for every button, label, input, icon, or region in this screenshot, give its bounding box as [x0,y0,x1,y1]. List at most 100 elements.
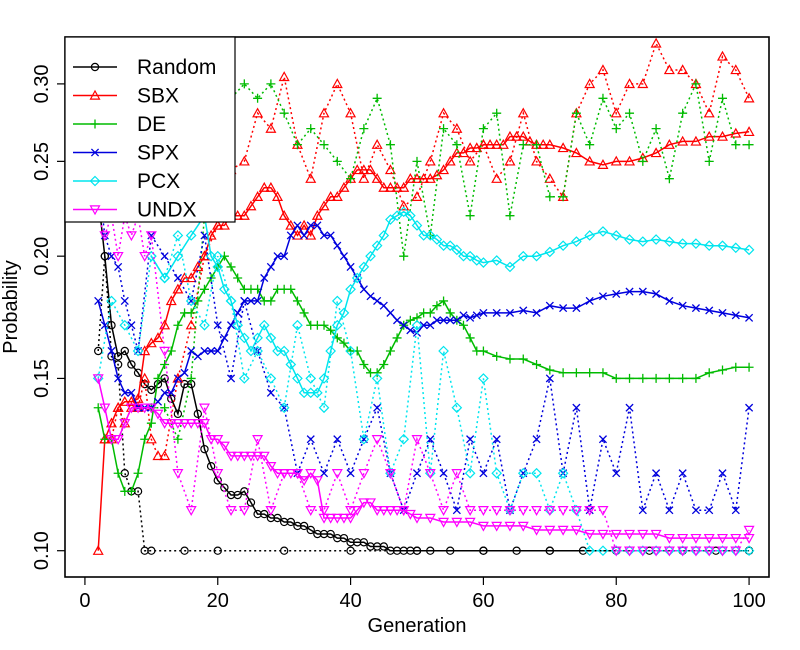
series-undx-point [358,469,370,479]
series-undx-point [677,546,689,557]
series-undx-point [597,529,609,540]
series-random-point [412,546,422,555]
series-pcx-point [451,244,463,256]
series-de-point [385,346,395,356]
series-de-point [625,373,635,383]
series-sbx-point [504,155,516,166]
series-spx-point [266,388,275,397]
series-sbx-point [331,78,343,89]
series-spx-point [419,321,428,330]
series-spx-point [705,306,714,315]
series-undx-point [139,403,151,414]
series-random-point [147,546,156,555]
series-random-point [180,546,189,555]
legend-box [64,36,236,223]
series-undx-point [212,435,224,445]
series-spx-point [678,301,687,310]
series-spx-point [545,374,554,383]
series-random-point [233,490,242,500]
series-pcx-point [365,250,376,262]
series-undx-point [185,418,197,429]
series-undx-point [491,506,503,516]
series-undx-point [345,506,357,516]
x-tick-label: 40 [339,590,361,612]
series-sbx-point [411,172,423,183]
series-spx-point [745,403,754,412]
series-spx-point [173,273,182,283]
series-spx-point [479,308,488,317]
series-spx-point [399,321,408,330]
series-pcx-point [584,545,596,557]
series-sbx-point [504,130,516,141]
series-pcx-point [398,433,410,445]
series-undx-point [411,513,423,524]
series-undx-point [371,435,383,445]
series-undx-point [159,346,171,357]
series-undx-point [165,418,177,429]
series-undx-dotted-line [97,215,750,552]
series-de-point [352,346,362,356]
series-sbx-point [218,219,230,230]
series-spx-point [240,296,249,306]
series-pcx-point [398,206,410,218]
series-sbx-point [451,147,463,158]
series-undx-point [663,533,675,544]
series-sbx-point [152,332,164,343]
series-spx-point [412,469,422,478]
series-undx-point [291,469,303,479]
series-de-point [126,486,136,496]
series-de-point [731,140,741,150]
series-undx-point [272,469,284,479]
series-undx-point [424,469,436,479]
series-sbx-point [298,219,310,230]
series-spx-point [333,435,342,444]
series-undx-point [298,476,310,487]
series-de-point [718,365,728,375]
series-sbx-point [172,372,184,383]
series-de-point [598,93,608,103]
series-de-point [385,140,395,150]
series-sbx-point [371,138,383,149]
series-spx-point [459,311,468,320]
series-sbx-point [404,172,416,183]
series-sbx-point [358,172,370,183]
series-undx-point [198,418,210,429]
series-pcx-point [132,345,144,357]
series-spx-point [691,304,701,313]
series-undx-point [477,506,489,516]
series-pcx-point [338,307,350,319]
series-undx-point [159,418,171,429]
series-spx-point [167,388,176,397]
series-sbx-point [663,138,675,149]
series-pcx-point [517,250,529,262]
series-random-point [744,546,754,555]
series-sbx-point [245,200,257,211]
series-de-point [226,262,236,272]
series-sbx-point [624,155,636,166]
series-spx-point [406,326,415,335]
series-pcx-point [225,295,237,307]
series-pcx-point [571,236,582,247]
series-pcx-point [610,230,622,241]
series-undx-point [225,506,237,516]
series-de-point [146,418,156,428]
series-random-point [260,509,269,519]
y-axis: 0.10 0.15 0.20 0.25 0.30 [31,64,65,570]
series-pcx-point [411,319,423,331]
y-tick-label: 0.15 [31,359,53,398]
series-undx-point [172,418,184,429]
series-de-point [399,251,409,261]
series-undx-solid-line [97,378,750,539]
series-spx-point [532,308,541,317]
series-random-point [279,546,289,555]
series-undx-point [544,506,556,516]
series-spx-dotted-line [97,178,750,514]
series-sbx-point [610,107,622,118]
series-undx-point [351,506,363,516]
series-sbx-point [378,181,390,192]
series-de-point [718,93,728,103]
series-undx-point [504,521,516,532]
series-de-point [359,124,369,134]
series-spx-point [731,506,740,515]
series-sbx-point [252,191,264,201]
